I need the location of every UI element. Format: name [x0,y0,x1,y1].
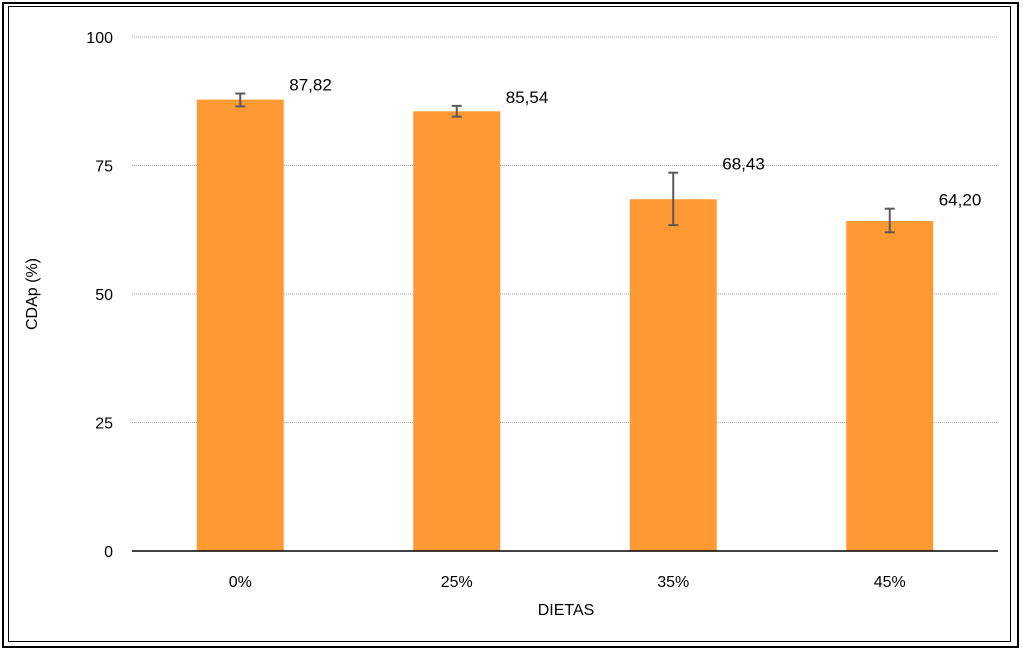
data-labels: 87,82 85,54 68,43 64,20 [289,76,981,210]
x-axis-label: DIETAS [538,602,595,619]
bar [196,99,284,552]
x-tick-label: 25% [441,574,473,591]
y-tick-label: 0 [104,544,113,561]
x-tick-label: 35% [657,574,689,591]
data-label: 68,43 [722,155,765,174]
bar [629,199,717,551]
y-tick-label: 50 [95,287,113,304]
chart-inner-border [8,6,1011,642]
y-tick-label: 75 [95,159,113,176]
bar [413,111,501,551]
y-tick-labels: 0 25 50 75 100 [86,30,113,561]
error-bars [235,92,895,234]
data-label: 64,20 [939,191,982,210]
y-tick-label: 100 [86,30,113,47]
data-label: 85,54 [506,88,549,107]
y-tick-label: 25 [95,416,113,433]
x-tick-label: 45% [874,574,906,591]
x-tick-label: 0% [229,574,252,591]
x-tick-labels: 0% 25% 35% 45% [229,574,906,591]
bar [846,221,934,551]
bars [196,99,934,552]
y-axis-label: CDAp (%) [24,258,41,330]
data-label: 87,82 [289,76,332,95]
